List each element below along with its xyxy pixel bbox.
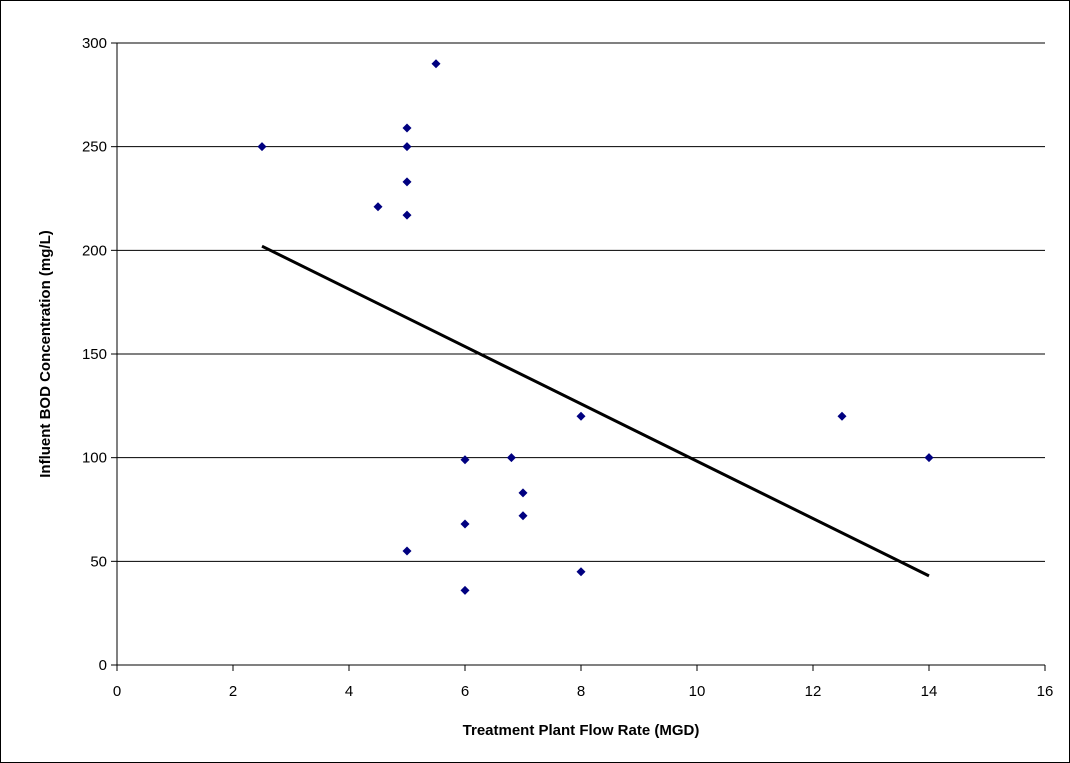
data-point xyxy=(518,488,528,498)
x-tick-label: 6 xyxy=(461,683,469,700)
x-tick-label: 12 xyxy=(805,683,822,700)
data-point xyxy=(257,142,267,152)
y-tick-label: 250 xyxy=(82,139,107,156)
y-tick-label: 50 xyxy=(90,553,107,570)
data-point xyxy=(402,210,412,220)
y-tick-label: 200 xyxy=(82,242,107,259)
data-point xyxy=(837,411,847,421)
data-point xyxy=(460,585,470,595)
data-point xyxy=(576,567,586,577)
x-tick-label: 16 xyxy=(1037,683,1054,700)
y-axis-title: Influent BOD Concentration (mg/L) xyxy=(37,230,54,477)
tick-labels: 0 50 100 150 200 250 300 0 2 4 6 8 10 12 14 16 xyxy=(82,35,1053,700)
x-tick-label: 10 xyxy=(689,683,706,700)
y-tick-label: 300 xyxy=(82,35,107,52)
y-tick-label: 0 xyxy=(99,657,107,674)
data-point xyxy=(924,453,934,463)
x-axis-title: Treatment Plant Flow Rate (MGD) xyxy=(463,722,700,739)
data-point xyxy=(402,142,412,152)
data-point xyxy=(506,453,516,463)
gridlines xyxy=(117,42,1045,562)
data-points xyxy=(257,59,934,595)
data-point xyxy=(402,546,412,556)
y-tick-label: 100 xyxy=(82,450,107,467)
y-tick-label: 150 xyxy=(82,346,107,363)
data-point xyxy=(431,59,441,69)
data-point xyxy=(576,411,586,421)
data-point xyxy=(460,519,470,529)
data-point xyxy=(402,177,412,187)
x-tick-label: 14 xyxy=(921,683,938,700)
x-tick-label: 2 xyxy=(229,683,237,700)
data-point xyxy=(518,511,528,521)
x-tick-label: 8 xyxy=(577,683,585,700)
data-point xyxy=(460,455,470,465)
x-tick-label: 4 xyxy=(345,683,353,700)
axes xyxy=(111,42,1046,671)
data-point xyxy=(402,123,412,133)
trendline xyxy=(261,244,930,578)
x-tick-label: 0 xyxy=(113,683,121,700)
trendline-layer xyxy=(261,244,930,578)
data-point xyxy=(373,202,383,212)
